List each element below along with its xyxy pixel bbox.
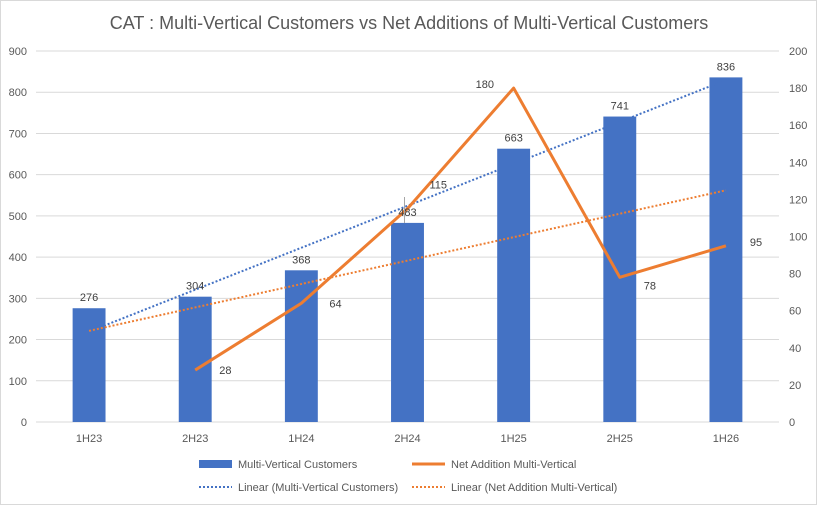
right-tick-label: 0 [789, 417, 795, 429]
right-tick-label: 140 [789, 157, 807, 169]
line-value-label: 78 [644, 280, 656, 292]
left-tick-label: 200 [9, 335, 27, 347]
right-tick-label: 60 [789, 306, 801, 318]
legend-label-linear-customers: Linear (Multi-Vertical Customers) [238, 482, 398, 494]
bar [391, 222, 424, 422]
bar-value-label: 741 [611, 101, 629, 113]
left-axis: 0 100 200 300 400 500 600 700 800 900 [9, 46, 27, 429]
net-addition-line [194, 86, 727, 372]
bar [284, 270, 318, 422]
right-tick-label: 80 [789, 269, 801, 281]
bar-value-label: 368 [292, 254, 310, 266]
right-tick-label: 200 [789, 46, 807, 58]
legend-label-net-addition: Net Addition Multi-Vertical [451, 459, 576, 471]
legend: Multi-Vertical Customers Net Addition Mul… [199, 459, 617, 494]
right-tick-label: 20 [789, 380, 801, 392]
x-axis: 1H23 2H23 1H24 2H24 1H25 2H25 1H26 [76, 433, 739, 445]
bar [497, 148, 531, 423]
right-tick-label: 160 [789, 120, 807, 132]
x-tick-label: 2H24 [394, 433, 420, 445]
x-tick-label: 1H23 [76, 433, 102, 445]
legend-label-customers: Multi-Vertical Customers [238, 459, 358, 471]
bar [603, 116, 637, 422]
data-labels: 276 304 368 483 663 741 836 28 64 115 180 78 95 [80, 61, 762, 377]
line-series [194, 86, 727, 372]
right-axis: 0 20 40 60 80 100 120 140 160 180 200 [789, 46, 807, 429]
bar-value-label: 276 [80, 292, 98, 304]
bar-value-label: 304 [186, 281, 204, 293]
line-value-label: 95 [750, 237, 762, 249]
x-tick-label: 2H25 [607, 433, 633, 445]
trendline-net-additions [88, 189, 727, 332]
line-value-label: 64 [329, 298, 341, 310]
x-tick-label: 1H25 [500, 433, 526, 445]
bar [72, 308, 106, 422]
left-tick-label: 600 [9, 170, 27, 182]
right-tick-label: 120 [789, 194, 807, 206]
left-tick-label: 300 [9, 293, 27, 305]
legend-swatch-customers [199, 460, 232, 468]
bar [178, 296, 212, 422]
x-tick-label: 2H23 [182, 433, 208, 445]
right-tick-label: 40 [789, 343, 801, 355]
left-tick-label: 800 [9, 87, 27, 99]
x-tick-label: 1H26 [713, 433, 739, 445]
left-tick-label: 100 [9, 376, 27, 388]
bar-value-label: 836 [717, 61, 735, 73]
right-tick-label: 180 [789, 83, 807, 95]
left-tick-label: 400 [9, 252, 27, 264]
legend-label-linear-net-addition: Linear (Net Addition Multi-Vertical) [451, 482, 617, 494]
line-value-label: 180 [476, 79, 494, 91]
line-value-label: 115 [430, 180, 448, 192]
left-tick-label: 900 [9, 46, 27, 58]
bar-value-label: 483 [398, 207, 416, 219]
bar-value-label: 663 [504, 133, 522, 145]
bar-series [72, 77, 743, 423]
line-value-label: 28 [219, 365, 231, 377]
left-tick-label: 500 [9, 211, 27, 223]
left-tick-label: 700 [9, 128, 27, 140]
trendlines [88, 79, 727, 333]
right-tick-label: 100 [789, 232, 807, 244]
left-tick-label: 0 [21, 417, 27, 429]
x-tick-label: 1H24 [288, 433, 314, 445]
chart-title: CAT : Multi-Vertical Customers vs Net Ad… [110, 13, 709, 33]
